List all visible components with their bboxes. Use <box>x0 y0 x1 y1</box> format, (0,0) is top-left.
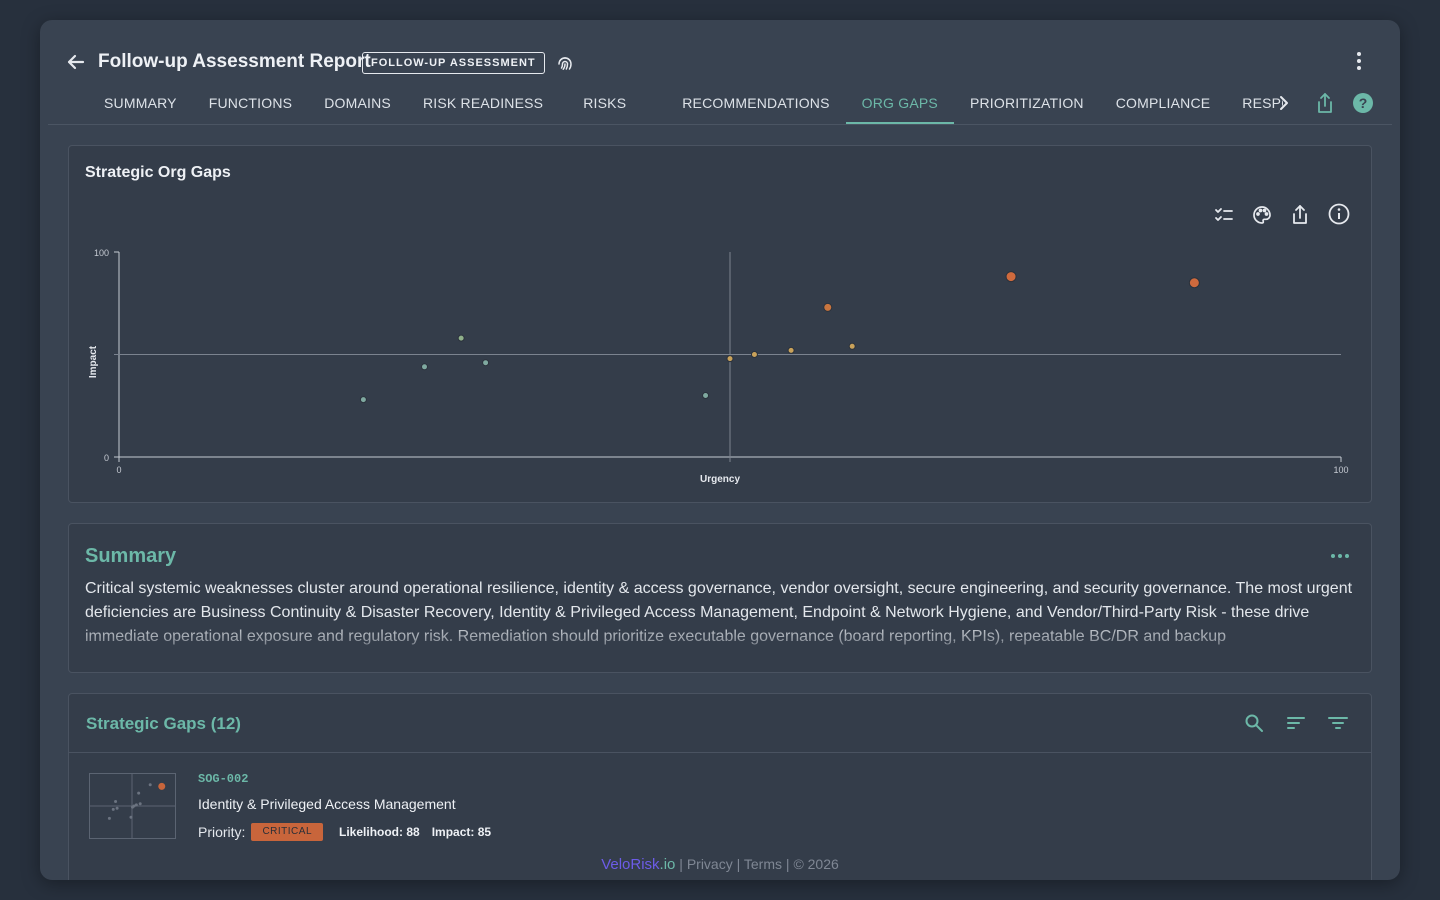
mini-point <box>137 791 141 795</box>
brand-name: VeloRisk <box>601 856 660 873</box>
brand-logo[interactable]: VeloRisk.io <box>601 856 675 873</box>
data-point-2[interactable] <box>421 363 428 371</box>
palette-icon[interactable] <box>1251 204 1273 226</box>
mini-point <box>129 815 133 819</box>
data-point-1[interactable] <box>359 396 367 404</box>
sort-icon[interactable] <box>1286 713 1306 733</box>
mini-scatter <box>90 774 175 838</box>
gap-meta: Priority: CRITICAL Likelihood: 88 Impact: 8… <box>198 823 492 842</box>
tabs-divider <box>48 124 1392 125</box>
terms-link[interactable]: Terms <box>743 856 783 872</box>
data-point-6[interactable] <box>726 355 734 363</box>
strategic-gaps-header: Strategic Gaps (12) <box>69 694 1371 753</box>
data-point-4[interactable] <box>482 359 490 367</box>
data-point-7[interactable] <box>750 351 758 358</box>
x-tick-label-0: 0 <box>116 465 121 475</box>
footer-sep: | <box>782 856 794 872</box>
mini-point <box>138 802 142 806</box>
strategic-org-gaps-card: Strategic Org Gaps <box>68 145 1372 503</box>
data-point-9[interactable] <box>823 302 833 312</box>
tab-prioritization[interactable]: PRIORITIZATION <box>969 95 1084 111</box>
data-point-8[interactable] <box>787 346 795 354</box>
data-point-11[interactable] <box>1005 271 1017 283</box>
y-axis-title: Impact <box>88 345 99 378</box>
data-point-5[interactable] <box>702 392 710 399</box>
footer-sep: | <box>732 856 744 872</box>
scatter-chart: 100 0 0 100 Urgency Impact <box>88 248 1349 485</box>
mini-point <box>115 806 119 810</box>
filter-icon[interactable] <box>1328 713 1348 733</box>
mini-point <box>148 783 152 787</box>
data-points <box>359 271 1200 404</box>
fingerprint-icon[interactable] <box>556 54 574 72</box>
y-tick-label-0: 0 <box>104 453 109 463</box>
strategic-gaps-title: Strategic Gaps (12) <box>86 714 241 733</box>
help-icon[interactable]: ? <box>1353 93 1373 113</box>
priority-label: Priority: <box>198 824 246 841</box>
y-tick-label-100: 100 <box>94 248 109 258</box>
back-arrow-icon[interactable] <box>64 50 86 74</box>
tab-risks[interactable]: RISKS <box>583 95 627 111</box>
x-tick-label-100: 100 <box>1333 465 1348 475</box>
tab-functions[interactable]: FUNCTIONS <box>208 95 293 111</box>
gap-mini-chart <box>89 773 176 839</box>
tab-responsibilities[interactable]: RESPONSI <box>1242 95 1283 111</box>
likelihood-value: Likelihood: 88 <box>339 825 420 840</box>
mini-point <box>132 804 136 808</box>
strategic-gap-item[interactable]: SOG-002 Identity & Privileged Access Man… <box>69 753 1371 880</box>
privacy-link[interactable]: Privacy <box>686 856 733 872</box>
data-point-3[interactable] <box>457 334 465 342</box>
tab-recommendations[interactable]: RECOMMENDATIONS <box>682 95 830 111</box>
more-vert-icon[interactable] <box>1349 50 1369 72</box>
x-axis-title: Urgency <box>700 474 740 485</box>
tabs-scroll-right-icon[interactable] <box>1275 94 1293 112</box>
copyright: © 2026 <box>793 856 839 872</box>
report-tabs: SUMMARY FUNCTIONS DOMAINS RISK READINESS RIS… <box>88 82 1283 124</box>
summary-text: Critical systemic weaknesses cluster aro… <box>85 580 1353 645</box>
page-title: Follow-up Assessment Report <box>98 51 371 72</box>
info-icon[interactable] <box>1328 203 1350 225</box>
data-point-10[interactable] <box>848 342 856 350</box>
gap-name: Identity & Privileged Access Management <box>198 796 456 812</box>
footer-sep: | <box>679 856 687 872</box>
tab-compliance[interactable]: COMPLIANCE <box>1115 95 1211 111</box>
checklist-icon[interactable] <box>1213 204 1235 226</box>
mini-point <box>107 816 111 820</box>
chart-card-title: Strategic Org Gaps <box>85 164 231 181</box>
top-bar: Follow-up Assessment Report FOLLOW-UP AS… <box>40 20 1400 125</box>
mini-point <box>111 807 115 811</box>
search-icon[interactable] <box>1244 713 1264 733</box>
tab-domains[interactable]: DOMAINS <box>324 95 391 111</box>
priority-badge: CRITICAL <box>251 823 324 842</box>
footer: VeloRisk.io | Privacy | Terms | © 2026 <box>40 856 1400 873</box>
brand-suffix: .io <box>659 856 676 873</box>
mini-point-selected <box>158 782 166 790</box>
data-point-12[interactable] <box>1188 277 1200 289</box>
share-icon[interactable] <box>1315 92 1335 114</box>
tab-summary[interactable]: SUMMARY <box>104 95 177 111</box>
strategic-gaps-card: Strategic Gaps (12) SOG-002 Identity & P… <box>68 693 1372 880</box>
tab-org-gaps[interactable]: ORG GAPS <box>845 82 954 124</box>
gap-id: SOG-002 <box>198 772 249 786</box>
summary-card: Summary Critical systemic weaknesses clu… <box>68 523 1372 673</box>
mini-point <box>134 803 138 807</box>
summary-title: Summary <box>85 545 177 567</box>
tab-risk-readiness[interactable]: RISK READINESS <box>422 95 544 111</box>
report-window: Follow-up Assessment Report FOLLOW-UP AS… <box>40 20 1400 880</box>
impact-value: Impact: 85 <box>431 825 492 840</box>
svg-text:?: ? <box>1359 95 1368 111</box>
more-horiz-icon[interactable] <box>1329 548 1351 564</box>
assessment-type-tag: FOLLOW-UP ASSESSMENT <box>362 52 545 74</box>
chart-share-icon[interactable] <box>1289 204 1311 226</box>
mini-point <box>114 800 118 804</box>
